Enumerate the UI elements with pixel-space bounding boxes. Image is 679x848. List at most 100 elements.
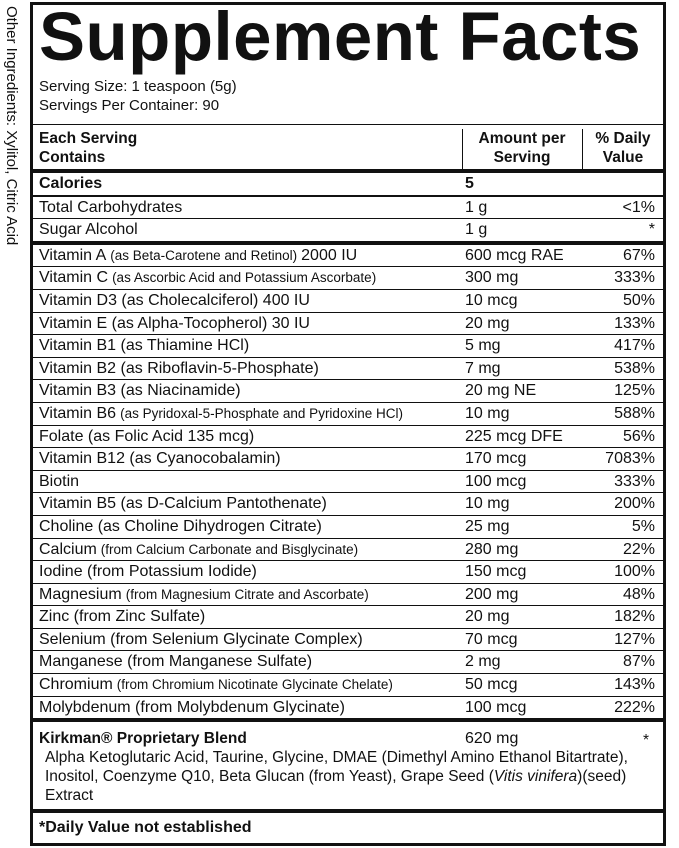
amount: 280 mg bbox=[465, 540, 519, 558]
nutrient-label: Vitamin B5 (as D-Calcium Pantothenate) bbox=[39, 493, 327, 515]
nutrient-name: Vitamin A bbox=[39, 246, 107, 264]
amount: 150 mcg bbox=[465, 563, 527, 581]
daily-value: 87% bbox=[622, 653, 655, 671]
nutrient-row: Vitamin B3 (as Niacinamide) 20 mg NE 125% bbox=[33, 380, 663, 403]
nutrient-label: Vitamin D3 (as Cholecalciferol) 400 IU bbox=[39, 290, 310, 312]
nutrient-row: Vitamin B6 (as Pyridoxal-5-Phosphate and … bbox=[33, 403, 663, 426]
amount: 300 mg bbox=[465, 269, 519, 287]
nutrient-row: Vitamin A (as Beta-Carotene and Retinol) 2… bbox=[33, 245, 663, 268]
proprietary-blend: Kirkman® Proprietary Blend 620 mg * Alph… bbox=[33, 727, 663, 813]
daily-value: 222% bbox=[614, 698, 655, 716]
footnote: *Daily Value not established bbox=[39, 819, 252, 836]
nutrient-row: Magnesium (from Magnesium Citrate and Asc… bbox=[33, 584, 663, 607]
column-header: Each Serving Contains bbox=[39, 130, 138, 166]
daily-value: 50% bbox=[622, 291, 655, 309]
nutrient-label: Zinc (from Zinc Sulfate) bbox=[39, 606, 205, 628]
nutrient-name: Magnesium bbox=[39, 585, 122, 603]
amount: 10 mg bbox=[465, 404, 510, 422]
daily-value: 182% bbox=[614, 608, 655, 626]
nutrient-name: Vitamin C bbox=[39, 269, 109, 287]
nutrient-label: Vitamin B12 (as Cyanocobalamin) bbox=[39, 448, 281, 470]
nutrient-row: Vitamin B1 (as Thiamine HCl) 5 mg 417% bbox=[33, 335, 663, 358]
amount: 225 mcg DFE bbox=[465, 427, 563, 445]
nutrient-label: Chromium (from Chromium Nicotinate Glycin… bbox=[39, 674, 393, 696]
amount: 2 mg bbox=[465, 653, 501, 671]
divider bbox=[462, 129, 463, 169]
amount: 600 mcg RAE bbox=[465, 246, 564, 264]
nutrient-name: Choline (as Choline Dihydrogen Citrate) bbox=[39, 517, 322, 535]
nutrient-label: Vitamin B3 (as Niacinamide) bbox=[39, 380, 241, 402]
nutrient-name: Sugar Alcohol bbox=[39, 221, 138, 239]
divider bbox=[582, 129, 583, 169]
nutrient-row: Vitamin B12 (as Cyanocobalamin) 170 mcg 70… bbox=[33, 448, 663, 471]
nutrient-row: Vitamin B5 (as D-Calcium Pantothenate) 10… bbox=[33, 493, 663, 516]
nutrient-label: Iodine (from Potassium Iodide) bbox=[39, 561, 257, 583]
blend-dv: * bbox=[642, 732, 649, 749]
nutrient-name: Folate (as Folic Acid 135 mcg) bbox=[39, 427, 255, 445]
amount: 100 mcg bbox=[465, 472, 527, 490]
nutrient-label: Calories bbox=[39, 173, 102, 195]
daily-value: 538% bbox=[614, 359, 655, 377]
amount: 20 mg bbox=[465, 608, 510, 626]
nutrient-label: Choline (as Choline Dihydrogen Citrate) bbox=[39, 516, 322, 538]
latin-name: Vitis vinifera bbox=[493, 768, 578, 785]
nutrient-row: Vitamin D3 (as Cholecalciferol) 400 IU 10… bbox=[33, 290, 663, 313]
table-header: Each Serving Contains Amount per Serving… bbox=[33, 124, 663, 173]
daily-value: 200% bbox=[614, 495, 655, 513]
amount: 5 mg bbox=[465, 337, 501, 355]
blend-name: Kirkman® Proprietary Blend bbox=[39, 730, 247, 747]
ingredients: Alpha Ketoglutaric Acid, Taurine, Glycin… bbox=[45, 749, 628, 785]
nutrient-row: Selenium (from Selenium Glycinate Comple… bbox=[33, 629, 663, 652]
amount: 20 mg NE bbox=[465, 382, 537, 400]
daily-value: 417% bbox=[614, 337, 655, 355]
nutrient-detail: (as Ascorbic Acid and Potassium Ascorbat… bbox=[112, 270, 377, 286]
nutrient-name: Vitamin B5 (as D-Calcium Pantothenate) bbox=[39, 495, 327, 513]
nutrient-detail: (from Magnesium Citrate and Ascorbate) bbox=[125, 586, 369, 602]
nutrient-name: Vitamin B1 (as Thiamine HCl) bbox=[39, 337, 250, 355]
daily-value: 100% bbox=[614, 563, 655, 581]
nutrient-row: Manganese (from Manganese Sulfate) 2 mg 87… bbox=[33, 651, 663, 675]
daily-value: 143% bbox=[614, 676, 655, 694]
nutrient-label: Vitamin B2 (as Riboflavin-5-Phosphate) bbox=[39, 358, 319, 380]
title: Supplement Facts bbox=[39, 0, 642, 75]
nutrient-row: Sugar Alcohol 1 g * bbox=[33, 219, 663, 245]
nutrient-name: Molybdenum (from Molybdenum Glycinate) bbox=[39, 698, 345, 716]
nutrient-label: Vitamin E (as Alpha-Tocopherol) 30 IU bbox=[39, 313, 310, 335]
amount: 200 mg bbox=[465, 585, 519, 603]
nutrient-label: Total Carbohydrates bbox=[39, 197, 182, 219]
amount: 1 g bbox=[465, 198, 488, 216]
nutrient-row: Iodine (from Potassium Iodide) 150 mcg 100… bbox=[33, 561, 663, 584]
other-ingredients: Other Ingredients: Xylitol, Citric Acid bbox=[3, 6, 20, 246]
nutrient-label: Vitamin C (as Ascorbic Acid and Potassium… bbox=[39, 267, 376, 289]
nutrient-label: Vitamin B1 (as Thiamine HCl) bbox=[39, 335, 249, 357]
amount: 25 mg bbox=[465, 517, 510, 535]
nutrient-name: Vitamin B3 (as Niacinamide) bbox=[39, 382, 241, 400]
amount: 70 mcg bbox=[465, 630, 518, 648]
daily-value: 127% bbox=[614, 630, 655, 648]
nutrient-name: Calories bbox=[39, 175, 103, 192]
nutrient-detail: (as Pyridoxal-5-Phosphate and Pyridoxine… bbox=[120, 405, 403, 421]
daily-value: 588% bbox=[614, 404, 655, 422]
column-header: % Daily Value bbox=[595, 130, 651, 166]
nutrient-row: Molybdenum (from Molybdenum Glycinate) 10… bbox=[33, 697, 663, 723]
ingredients-end: )(seed) Extract bbox=[45, 768, 627, 804]
daily-value: 333% bbox=[614, 472, 655, 490]
column-header: Amount per Serving bbox=[478, 130, 566, 166]
nutrient-name: Manganese (from Manganese Sulfate) bbox=[39, 653, 313, 671]
nutrient-label: Molybdenum (from Molybdenum Glycinate) bbox=[39, 697, 345, 719]
daily-value: 22% bbox=[622, 540, 655, 558]
amount: 7 mg bbox=[465, 359, 501, 377]
nutrient-label: Calcium (from Calcium Carbonate and Bisgl… bbox=[39, 539, 358, 561]
nutrient-label: Selenium (from Selenium Glycinate Comple… bbox=[39, 629, 363, 651]
daily-value: 133% bbox=[614, 314, 655, 332]
blend-amount: 620 mg bbox=[465, 730, 519, 747]
nutrient-row: Calcium (from Calcium Carbonate and Bisgl… bbox=[33, 539, 663, 562]
nutrient-row: Biotin 100 mcg 333% bbox=[33, 471, 663, 494]
nutrient-label: Manganese (from Manganese Sulfate) bbox=[39, 651, 312, 673]
daily-value: 56% bbox=[622, 427, 655, 445]
blend-ingredients: Alpha Ketoglutaric Acid, Taurine, Glycin… bbox=[45, 748, 647, 805]
daily-value: * bbox=[648, 221, 655, 239]
amount: 1 g bbox=[465, 221, 488, 239]
nutrient-name: Biotin bbox=[39, 472, 80, 490]
